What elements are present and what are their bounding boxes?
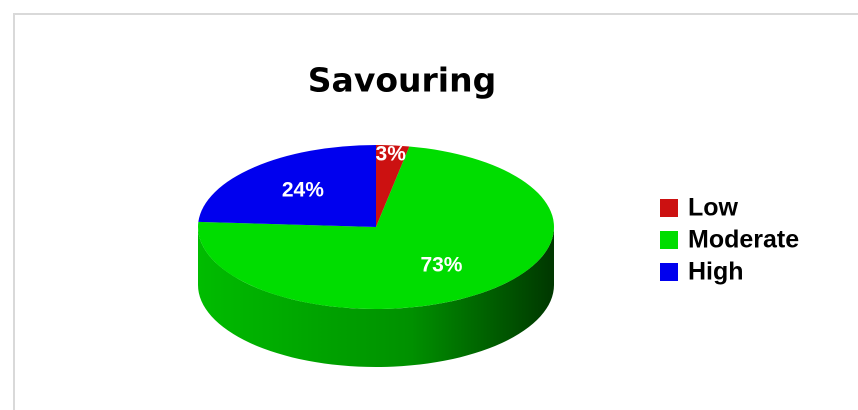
legend-swatch bbox=[660, 199, 678, 217]
slice-side bbox=[198, 227, 554, 367]
slice bbox=[198, 145, 376, 227]
legend-swatch bbox=[660, 263, 678, 281]
legend-label: Low bbox=[688, 194, 739, 222]
legend-label: High bbox=[688, 258, 744, 286]
chart-title: Savouring bbox=[308, 61, 496, 100]
data-label: 24% bbox=[282, 179, 324, 202]
slice bbox=[198, 146, 554, 309]
slice bbox=[376, 145, 410, 227]
legend-label: Moderate bbox=[688, 226, 799, 254]
data-label: 73% bbox=[420, 253, 462, 276]
data-label: 3% bbox=[376, 143, 407, 166]
legend-swatch bbox=[660, 231, 678, 249]
